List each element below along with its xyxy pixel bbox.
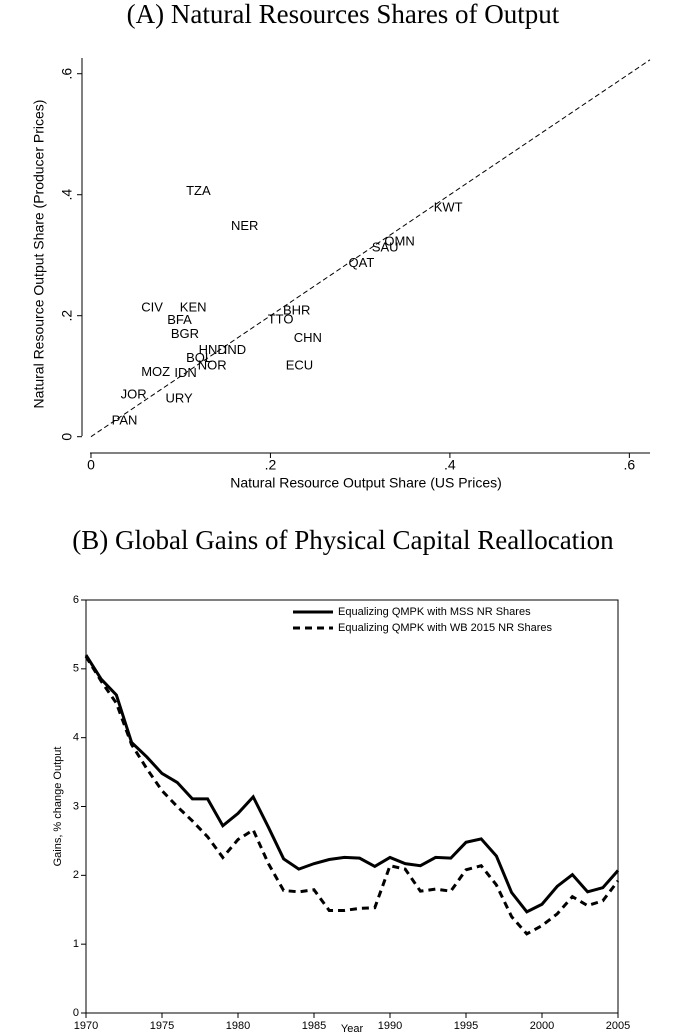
point-label: JOR	[121, 386, 147, 401]
y-axis-label: Natural Resource Output Share (Producer …	[31, 100, 47, 409]
point-label: TZA	[186, 183, 211, 198]
y-tick-label: .4	[59, 189, 75, 201]
y-tick-label: 6	[73, 594, 79, 606]
point-label: BFA	[167, 312, 192, 327]
x-tick-label: 1990	[378, 1020, 402, 1032]
x-tick-label: 1995	[454, 1020, 478, 1032]
x-axis-label: Natural Resource Output Share (US Prices…	[230, 475, 502, 491]
y-tick-label: 0	[73, 1007, 79, 1019]
x-tick-label: 2005	[606, 1020, 630, 1032]
legend-label: Equalizing QMPK with WB 2015 NR Shares	[338, 622, 552, 634]
x-axis-label: Year	[341, 1023, 364, 1035]
point-label: TTO	[268, 311, 294, 326]
x-tick-label: 1970	[74, 1020, 98, 1032]
x-tick-label: 0	[87, 457, 95, 473]
x-tick-label: .6	[624, 457, 636, 473]
point-label: URY	[165, 391, 193, 406]
point-label: HND	[199, 342, 227, 357]
series-line	[84, 655, 620, 936]
y-axis-label: Gains, % change Output	[52, 747, 64, 867]
x-tick-label: .2	[265, 457, 277, 473]
x-tick-label: 1980	[226, 1020, 250, 1032]
reference-line	[90, 59, 651, 438]
plot-frame	[85, 599, 619, 1014]
x-tick-label: .4	[444, 457, 456, 473]
point-label: PAN	[112, 412, 138, 427]
y-tick-label: 4	[73, 732, 79, 744]
point-label: QAT	[349, 255, 375, 270]
x-tick-label: 1975	[150, 1020, 174, 1032]
point-label: ECU	[286, 357, 313, 372]
point-label: OMN	[384, 233, 414, 248]
point-label: NOR	[198, 357, 227, 372]
y-tick-label: 2	[73, 869, 79, 881]
chart-title: (A) Natural Resources Shares of Output	[127, 0, 560, 29]
point-label: MOZ	[141, 364, 170, 379]
y-tick-label: .6	[59, 68, 75, 80]
series-line	[84, 654, 620, 914]
y-tick-label: .2	[59, 310, 75, 322]
chart-title: (B) Global Gains of Physical Capital Rea…	[72, 525, 614, 555]
y-tick-label: 5	[73, 663, 79, 675]
x-tick-label: 1985	[302, 1020, 326, 1032]
point-label: CHN	[294, 330, 322, 345]
legend-label: Equalizing QMPK with MSS NR Shares	[338, 606, 531, 618]
y-tick-label: 0	[59, 433, 75, 441]
point-label: CIV	[141, 299, 163, 314]
point-label: BGR	[171, 326, 199, 341]
point-label: BOL	[186, 350, 212, 365]
y-tick-label: 3	[73, 800, 79, 812]
y-tick-label: 1	[73, 938, 79, 950]
point-label: NER	[231, 218, 258, 233]
point-label: IND	[224, 342, 246, 357]
point-label: IDN	[174, 365, 196, 380]
point-label: BHR	[283, 302, 310, 317]
point-label: KEN	[180, 299, 207, 314]
point-label: SAU	[372, 239, 399, 254]
x-tick-label: 2000	[530, 1020, 554, 1032]
point-label: KWT	[434, 199, 463, 214]
